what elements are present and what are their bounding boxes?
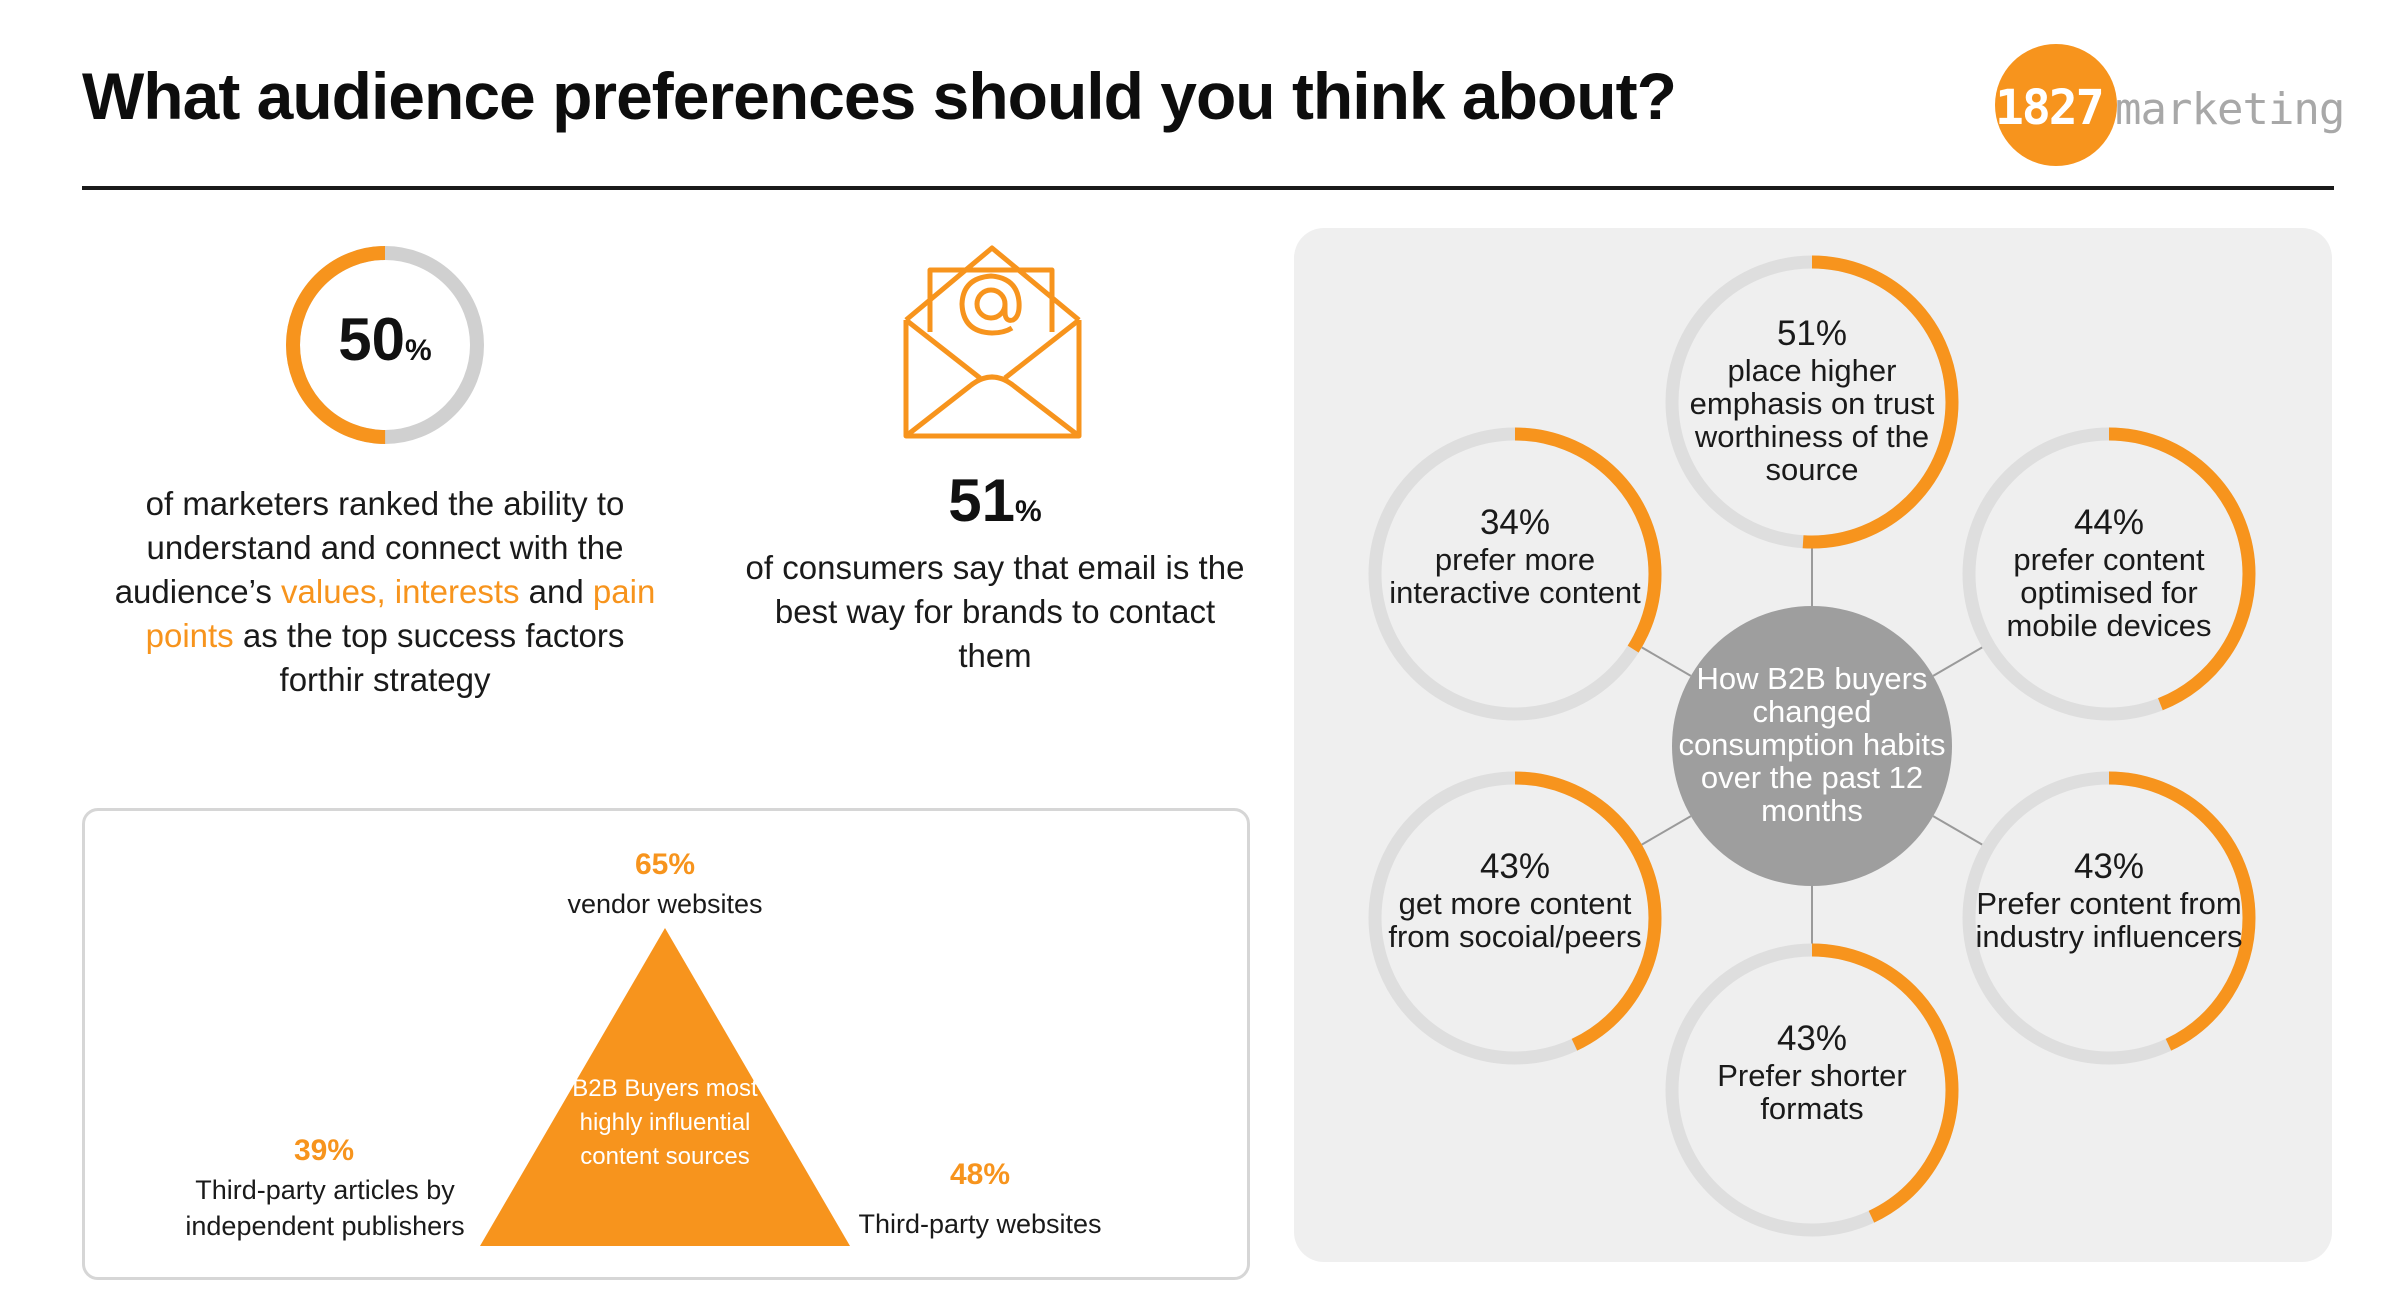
ring-progress-arc [1665,255,1959,549]
vendor-websites-label: vendor websites [567,889,763,919]
ring-connector [1932,815,1983,846]
ring-progress-arc [1962,427,2256,721]
ring-progress-arc [1962,771,2256,1065]
marketers-progress-ring [286,246,484,444]
ring-progress-arc [1368,771,1662,1065]
logo-number: 1827 [1995,80,2105,136]
consumption-ring-text: 34% prefer more interactive content [1380,503,1650,609]
marketers-stat-text: of marketers ranked the ability to under… [114,485,656,698]
marketers-stat-value: 50% [338,306,432,373]
ring-value: 43% [1479,846,1551,886]
ring-label: Prefer shorter formats [1717,1057,1907,1126]
brand-logo: 1827 marketing [1995,44,2345,168]
ring-connector [1641,646,1692,677]
email-stat-value: 51% [948,467,1042,534]
ring-value: 34% [1479,502,1551,542]
content-sources-triangle [480,928,850,1246]
triangle-center-label: B2B Buyers most highly influential conte… [572,1075,758,1170]
consumption-ring-text: 51% place higher emphasis on trust worthi… [1677,314,1947,486]
vendor-websites-value: 65% [634,848,696,881]
consumption-ring-text: 43% get more content from socoial/peers [1380,847,1650,953]
consumption-hub [1672,606,1952,886]
ring-value: 51% [1776,314,1848,353]
ring-value: 43% [2073,846,2145,886]
ring-label: place higher emphasis on trust worthines… [1689,353,1935,487]
third-party-articles-label: Third-party articles by independent publ… [185,1175,465,1241]
ring-value: 44% [2073,502,2145,542]
email-stat-text: of consumers say that email is the best … [745,549,1245,674]
consumption-ring-text: 43% Prefer shorter formats [1677,1019,1947,1125]
consumption-rings [1368,255,2256,1237]
ring-progress [286,246,484,444]
consumption-ring-text: 44% prefer content optimised for mobile d… [1974,503,2244,642]
logo-badge [1995,44,2117,166]
third-party-websites-label: Third-party websites [858,1209,1102,1239]
highlight-values-interests: values, interests [281,573,520,610]
ring-label: prefer more interactive content [1389,541,1641,610]
logo-word: marketing [2115,84,2345,135]
title-divider [82,186,2334,190]
ring-progress-arc [1368,427,1662,721]
ring-label: get more content from socoial/peers [1388,885,1642,954]
third-party-websites-value: 48% [949,1158,1011,1191]
highlight-pain-points: pain points [145,573,656,654]
ring-connector [1932,646,1983,677]
hub-label: How B2B buyers changed consumption habit… [1678,661,1946,828]
ring-connector [1641,815,1692,846]
email-envelope-icon [903,245,1082,439]
ring-progress-arc [1665,943,1959,1237]
ring-label: Prefer content from industry influencers [1975,885,2243,954]
third-party-articles-value: 39% [293,1134,355,1167]
consumption-ring-text: 43% Prefer content from industry influenc… [1974,847,2244,953]
page-title: What audience preferences should you thi… [82,59,1677,133]
ring-label: prefer content optimised for mobile devi… [2006,541,2212,643]
ring-value: 43% [1776,1018,1848,1058]
